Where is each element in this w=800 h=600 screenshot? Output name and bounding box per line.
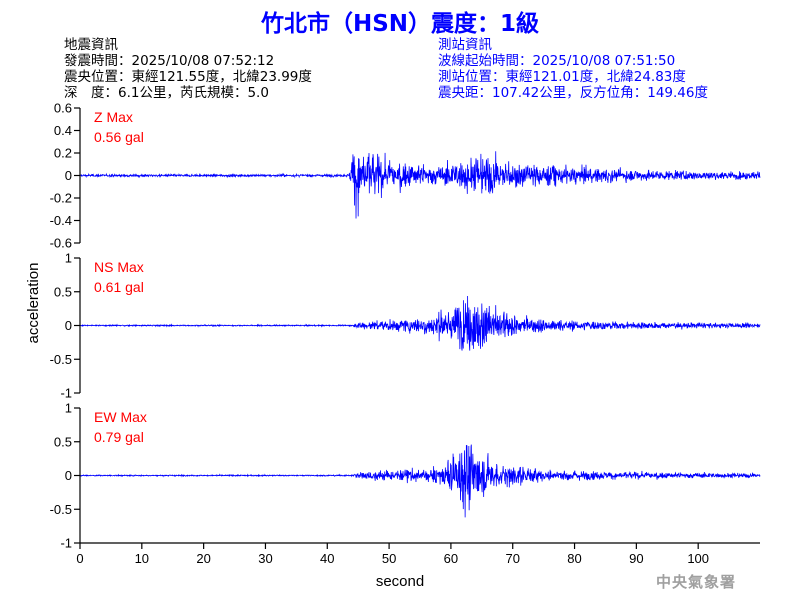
chart-title: 竹北市（HSN）震度：1級 xyxy=(260,11,540,37)
depth-magnitude-text: 深 度：6.1公里，芮氏規模：5.0 xyxy=(64,85,269,101)
earthquake-info-block: 地震資訊 發震時間：2025/10/08 07:52:12 震央位置：東經121… xyxy=(64,37,312,101)
x-tick-label: 60 xyxy=(444,551,458,566)
x-tick-label: 30 xyxy=(258,551,272,566)
x-axis-title: second xyxy=(376,573,424,590)
y-tick-label: 1 xyxy=(65,401,72,416)
y-tick-label: 0 xyxy=(65,168,72,183)
y-axis-title: acceleration xyxy=(25,263,42,344)
x-tick-label: 50 xyxy=(382,551,396,566)
y-tick-label: 0 xyxy=(65,468,72,483)
y-tick-label: -1 xyxy=(60,386,72,401)
y-tick-label: -0.5 xyxy=(50,352,72,367)
max-value-ns: 0.61 gal xyxy=(94,279,144,295)
y-tick-label: 1 xyxy=(65,251,72,266)
y-tick-label: -0.4 xyxy=(50,213,72,228)
x-tick-label: 20 xyxy=(196,551,210,566)
max-label-ns: NS Max xyxy=(94,259,144,275)
waveform-ns xyxy=(79,296,761,351)
y-tick-label: 0 xyxy=(65,318,72,333)
y-tick-label: -0.5 xyxy=(50,502,72,517)
station-info-block: 測站資訊 波線起始時間：2025/10/08 07:51:50 測站位置：東經1… xyxy=(438,37,708,101)
epicenter-text: 震央位置：東經121.55度，北緯23.99度 xyxy=(64,69,312,85)
earthquake-info-heading: 地震資訊 xyxy=(64,37,118,53)
wave-start-text: 波線起始時間：2025/10/08 07:51:50 xyxy=(438,53,676,69)
x-tick-label: 70 xyxy=(505,551,519,566)
max-label-ew: EW Max xyxy=(94,409,147,425)
origin-time-text: 發震時間：2025/10/08 07:52:12 xyxy=(64,53,275,69)
y-tick-label: 0.5 xyxy=(54,434,72,449)
y-tick-label: 0.2 xyxy=(54,146,72,161)
x-tick-label: 80 xyxy=(567,551,581,566)
waveform-ew xyxy=(79,444,761,518)
x-tick-label: 100 xyxy=(687,551,709,566)
station-location-text: 測站位置：東經121.01度，北緯24.83度 xyxy=(438,69,686,85)
waveform-z xyxy=(79,151,761,219)
max-value-ew: 0.79 gal xyxy=(94,429,144,445)
x-tick-label: 90 xyxy=(629,551,643,566)
y-tick-label: 0.5 xyxy=(54,284,72,299)
x-tick-label: 0 xyxy=(76,551,83,566)
epicentral-distance-text: 震央距：107.42公里，反方位角：149.46度 xyxy=(438,85,708,101)
y-tick-label: 0.6 xyxy=(54,101,72,116)
max-label-z: Z Max xyxy=(94,109,133,125)
station-info-heading: 測站資訊 xyxy=(438,37,492,53)
y-tick-label: -0.6 xyxy=(50,236,72,251)
x-tick-label: 40 xyxy=(320,551,334,566)
agency-credit: 中央氣象署 xyxy=(656,573,737,591)
y-tick-label: -0.2 xyxy=(50,191,72,206)
y-tick-label: -1 xyxy=(60,536,72,551)
max-value-z: 0.56 gal xyxy=(94,129,144,145)
y-tick-label: 0.4 xyxy=(54,123,72,138)
x-tick-label: 10 xyxy=(135,551,149,566)
